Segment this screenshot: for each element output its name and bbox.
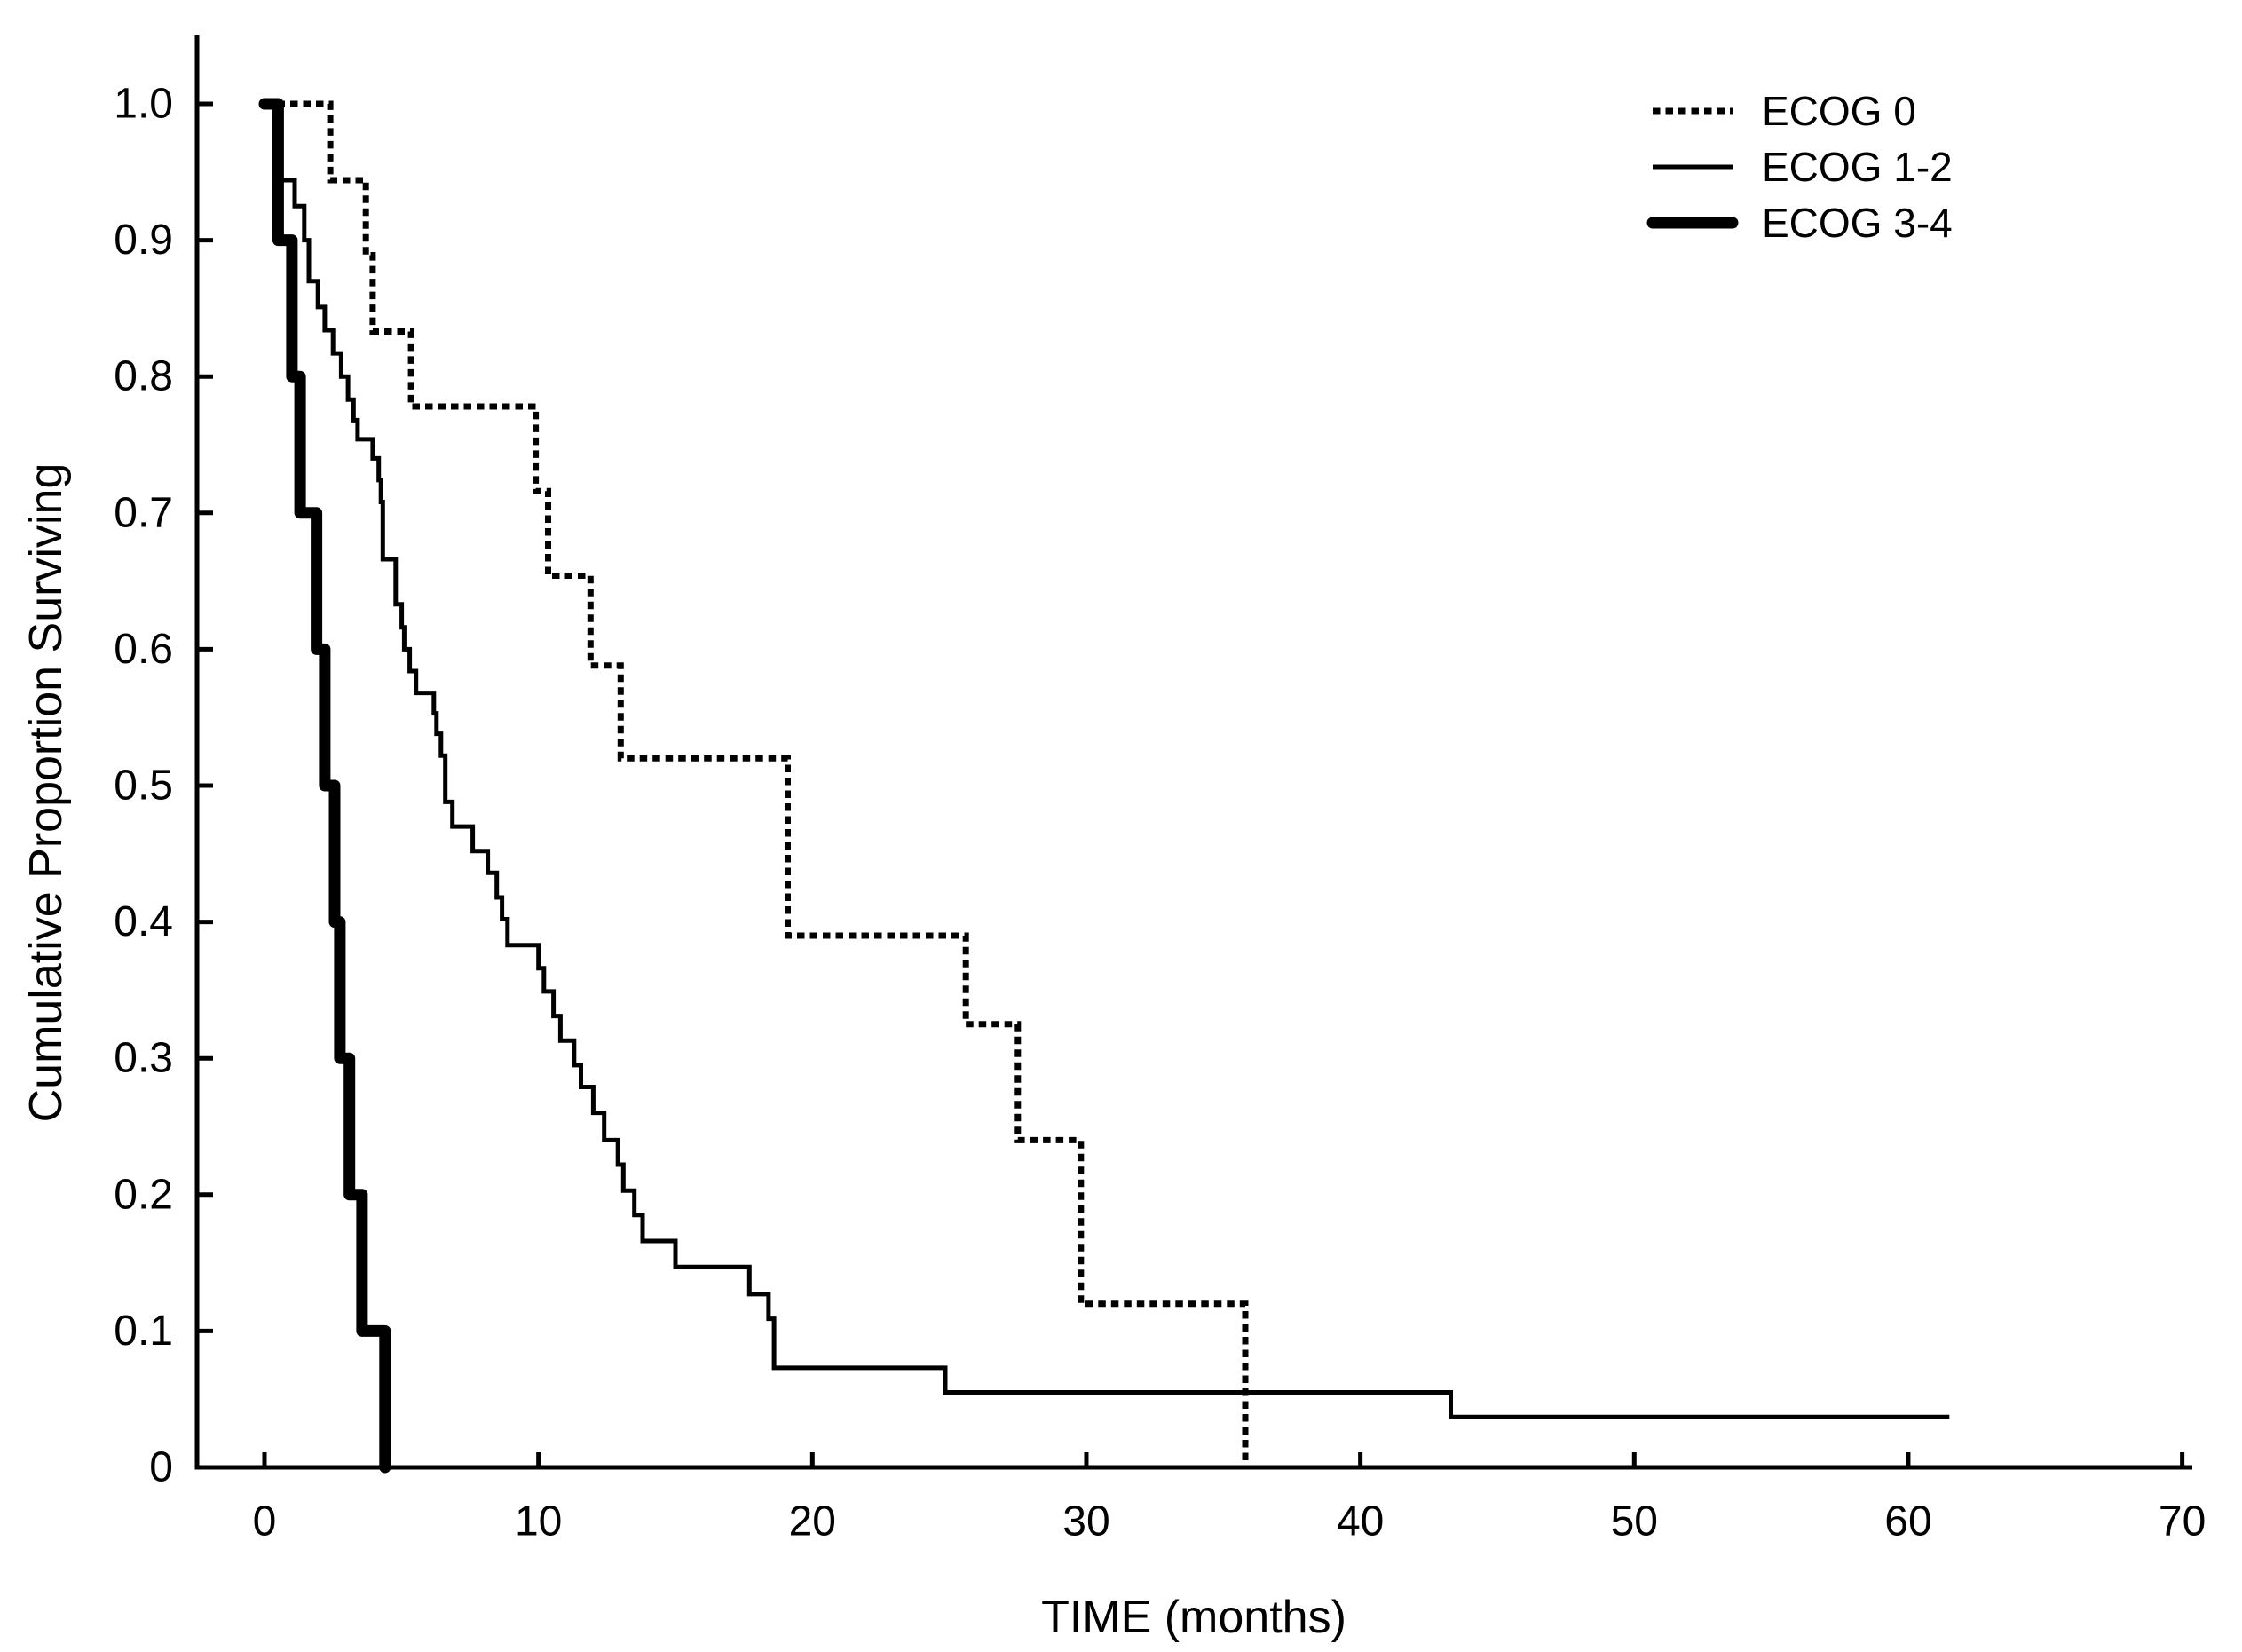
x-axis-ticks: 0 10 20 30 40 50 60 70	[253, 1452, 2206, 1545]
x-tick-label: 20	[789, 1498, 836, 1545]
legend-label-ecog-3-4: ECOG 3-4	[1762, 200, 1953, 246]
x-tick-label: 10	[515, 1498, 562, 1545]
x-axis-title: TIME (months)	[1041, 1592, 1346, 1643]
x-tick-label: 0	[253, 1498, 277, 1545]
legend: ECOG 0 ECOG 1-2 ECOG 3-4	[1646, 88, 1953, 246]
x-tick-label: 40	[1337, 1498, 1384, 1545]
y-tick-label: 0.2	[114, 1171, 173, 1218]
x-tick-label: 70	[2159, 1498, 2206, 1545]
legend-label-ecog-1-2: ECOG 1-2	[1762, 144, 1953, 190]
y-tick-label: 0.1	[114, 1308, 173, 1355]
x-tick-label: 60	[1884, 1498, 1931, 1545]
y-axis-ticks: 1.0 0.9 0.8 0.7 0.6 0.5 0.4 0.3 0.2 0.1 0	[114, 81, 213, 1491]
y-tick-label: 0.4	[114, 898, 173, 945]
y-tick-label: 0.8	[114, 353, 173, 400]
y-tick-label: 0.3	[114, 1035, 173, 1082]
y-tick-label: 0.9	[114, 217, 173, 264]
x-tick-label: 50	[1611, 1498, 1658, 1545]
series-curve-ecog-0	[264, 100, 1249, 1467]
y-tick-label: 0.6	[114, 626, 173, 673]
y-tick-label: 1.0	[114, 81, 173, 128]
y-tick-label: 0.5	[114, 763, 173, 810]
x-tick-label: 30	[1062, 1498, 1109, 1545]
y-axis-title: Cumulative Proportion Surviving	[20, 463, 72, 1123]
y-tick-label: 0	[149, 1444, 173, 1491]
y-tick-label: 0.7	[114, 489, 173, 536]
legend-label-ecog-0: ECOG 0	[1762, 88, 1916, 134]
series-curve-ecog-3-4	[258, 98, 391, 1474]
survival-curves	[258, 98, 1950, 1474]
series-curve-ecog-1-2	[264, 101, 1950, 1419]
